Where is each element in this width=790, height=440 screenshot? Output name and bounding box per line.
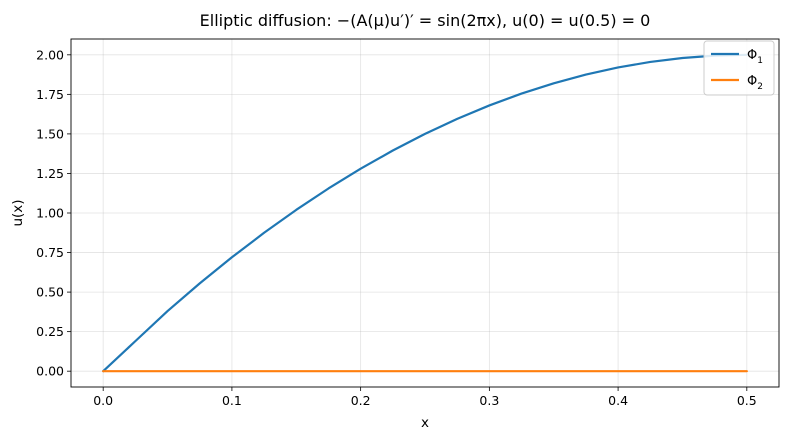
y-tick-label: 2.00 xyxy=(36,47,64,62)
y-tick-label: 1.75 xyxy=(36,87,64,102)
legend-label-1: Φ1 xyxy=(747,48,763,66)
x-tick-label: 0.4 xyxy=(608,393,628,408)
x-tick-label: 0.2 xyxy=(351,393,371,408)
y-tick-label: 0.00 xyxy=(36,364,64,379)
x-tick-label: 0.3 xyxy=(479,393,499,408)
y-tick-label: 0.75 xyxy=(36,245,64,260)
y-tick-label: 1.25 xyxy=(36,166,64,181)
series-line-1 xyxy=(102,53,748,373)
x-tick-label: 0.1 xyxy=(222,393,242,408)
y-tick-label: 1.00 xyxy=(36,206,64,221)
legend-box xyxy=(703,40,775,96)
y-tick-label: 0.50 xyxy=(36,285,64,300)
grid xyxy=(71,39,779,387)
y-axis-label: u(x) xyxy=(10,199,26,226)
ticks: 0.0 0.1 0.2 0.3 0.4 0.5 0.00 0.25 0.50 0.75 1.00 1.… xyxy=(36,47,757,408)
chart-title: Elliptic diffusion: −(A(μ)u′)′ = sin(2πx… xyxy=(200,11,651,30)
series-group xyxy=(102,53,748,373)
x-tick-label: 0.5 xyxy=(737,393,757,408)
y-tick-label: 0.25 xyxy=(36,324,64,339)
x-axis-label: x xyxy=(421,415,429,431)
y-tick-label: 1.50 xyxy=(36,126,64,141)
legend-label-2: Φ2 xyxy=(747,74,763,92)
x-tick-label: 0.0 xyxy=(93,393,113,408)
